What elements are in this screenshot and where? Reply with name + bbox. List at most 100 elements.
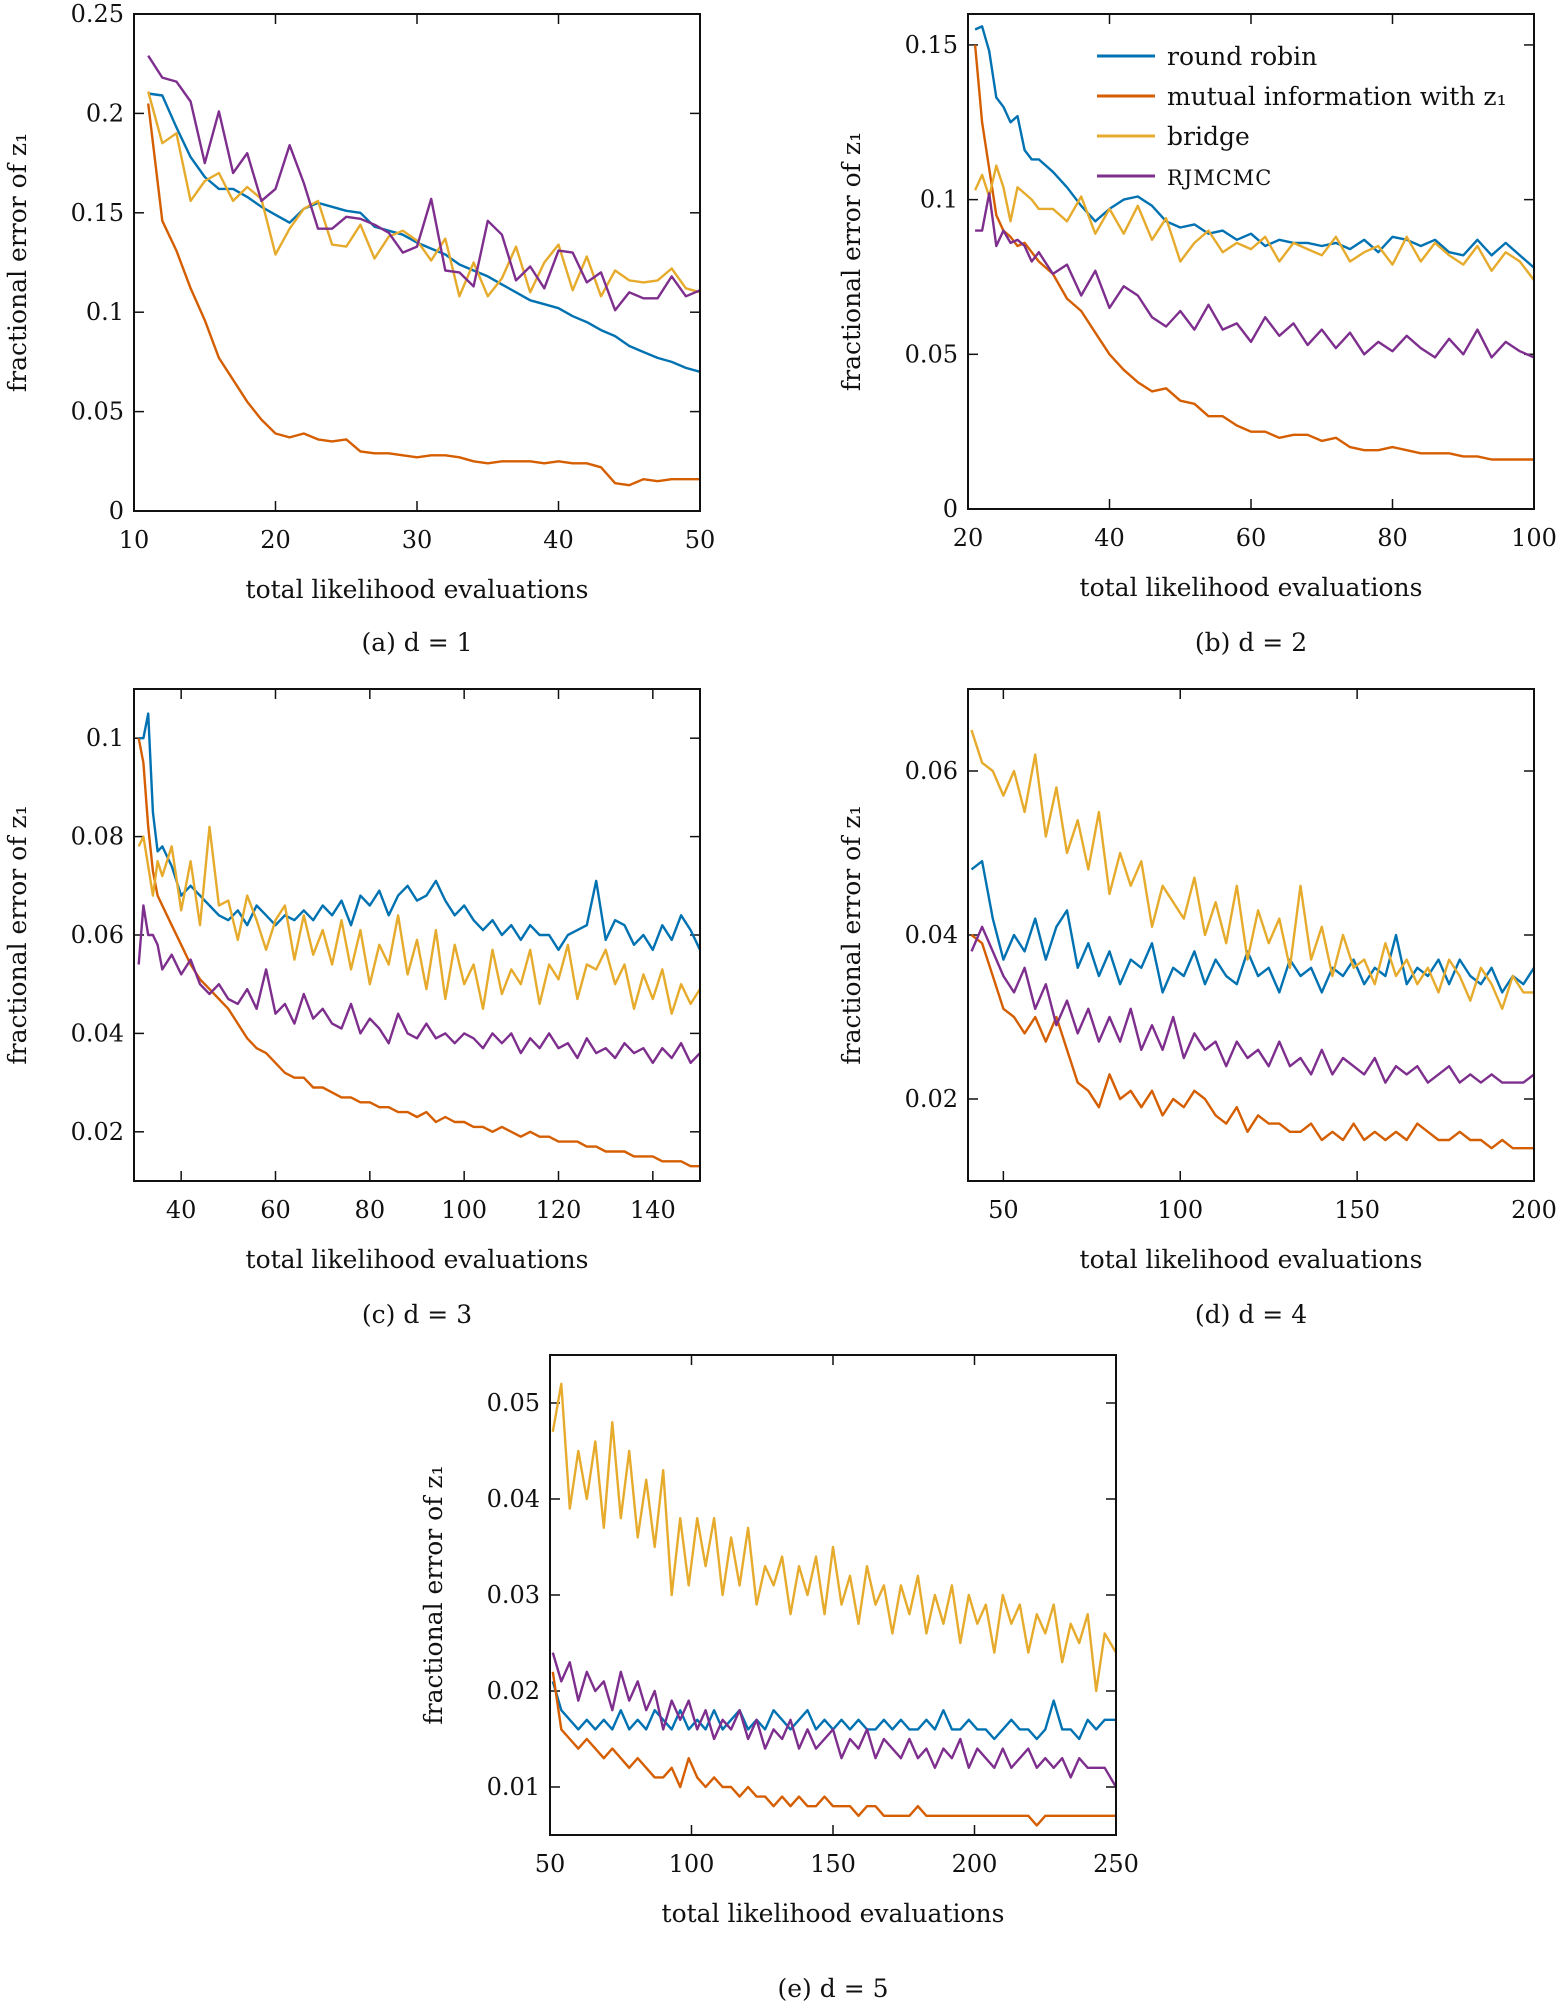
x-tick-label: 40	[166, 1196, 197, 1224]
y-tick-label: 0.02	[487, 1677, 540, 1705]
y-tick-label: 0.04	[487, 1485, 540, 1513]
y-tick-label: 0.1	[920, 186, 958, 214]
chart-panel-5: 50 100 150 200 250 0.01 0.02 0.03 0.04 0.05 total …	[419, 1354, 1139, 2003]
x-tick-label: 150	[1334, 1196, 1380, 1224]
y-axis-label: fractional error of z₁	[3, 805, 32, 1064]
chart-panel-1: 10 20 30 40 50 0 0.05 0.1 0.15 0.2 0.25 total likel…	[3, 0, 715, 657]
x-axis-label: total likelihood evaluations	[246, 575, 589, 604]
plot-frame	[549, 1354, 1117, 1836]
x-tick-label: 150	[810, 1850, 856, 1878]
panel-caption: (c) d = 3	[362, 1300, 472, 1329]
y-tick-label: 0.06	[905, 757, 958, 785]
y-tick-label: 0.1	[86, 724, 124, 752]
chart-panel-4: 50 100 150 200 0.02 0.04 0.06 total likelihood …	[837, 688, 1557, 1329]
legend-label-round-robin: round robin	[1167, 42, 1317, 71]
panel-caption: (a) d = 1	[361, 628, 472, 657]
x-tick-label: 100	[1157, 1196, 1203, 1224]
x-tick-label: 40	[543, 526, 574, 554]
x-tick-label: 20	[260, 526, 291, 554]
y-axis-label: fractional error of z₁	[837, 132, 866, 391]
x-axis-label: total likelihood evaluations	[662, 1899, 1005, 1928]
y-tick-label: 0.15	[71, 199, 124, 227]
series-line-mutual-information	[147, 103, 700, 487]
series-line-rjmcmc	[551, 1652, 1118, 1788]
legend-label-mutual-information: mutual information with z₁	[1167, 82, 1507, 111]
y-axis-label: fractional error of z₁	[419, 1465, 448, 1724]
x-tick-label: 100	[441, 1196, 487, 1224]
series-line-bridge	[970, 729, 1534, 1010]
series-group	[137, 712, 702, 1168]
x-tick-label: 50	[535, 1850, 566, 1878]
x-tick-label: 100	[669, 1850, 715, 1878]
series-line-rjmcmc	[147, 55, 701, 312]
series-group	[970, 729, 1536, 1150]
x-tick-label: 60	[1236, 524, 1267, 552]
y-axis-label: fractional error of z₁	[837, 805, 866, 1064]
panel-caption: (b) d = 2	[1195, 628, 1307, 657]
legend-label-rjmcmc: RJMCMC	[1167, 166, 1272, 190]
series-line-rjmcmc	[137, 904, 701, 1065]
x-tick-label: 50	[988, 1196, 1019, 1224]
x-axis-label: total likelihood evaluations	[1080, 573, 1423, 602]
series-line-rjmcmc	[970, 925, 1535, 1084]
x-tick-label: 200	[952, 1850, 998, 1878]
y-tick-label: 0.08	[71, 823, 124, 851]
chart-panel-2: 20 40 60 80 100 0 0.05 0.1 0.15 total likelihood …	[837, 13, 1557, 657]
series-line-bridge	[974, 164, 1535, 281]
y-tick-label: 0.05	[487, 1389, 540, 1417]
series-line-bridge	[551, 1382, 1118, 1693]
series-line-round-robin	[148, 92, 701, 373]
x-axis-label: total likelihood evaluations	[246, 1245, 589, 1274]
x-tick-label: 40	[1094, 524, 1125, 552]
series-line-round-robin	[970, 860, 1536, 994]
x-tick-label: 20	[953, 524, 984, 552]
x-tick-label: 50	[685, 526, 716, 554]
y-tick-label: 0.05	[71, 398, 124, 426]
x-tick-label: 30	[402, 526, 433, 554]
y-tick-label: 0.25	[71, 0, 124, 28]
plot-frame	[967, 688, 1535, 1182]
chart-panel-3: 40 60 80 100 120 140 0.02 0.04 0.06 0.08 0.1 total …	[3, 688, 702, 1329]
x-tick-label: 100	[1511, 524, 1557, 552]
y-tick-label: 0.15	[905, 31, 958, 59]
x-tick-label: 200	[1511, 1196, 1557, 1224]
series-group	[973, 25, 1535, 461]
x-tick-label: 140	[630, 1196, 676, 1224]
series-group	[551, 1382, 1118, 1827]
y-tick-label: 0.02	[905, 1085, 958, 1113]
legend-label-bridge: bridge	[1167, 122, 1250, 151]
y-tick-label: 0.03	[487, 1581, 540, 1609]
x-tick-label: 120	[536, 1196, 582, 1224]
x-tick-label: 80	[355, 1196, 386, 1224]
x-axis-label: total likelihood evaluations	[1080, 1245, 1423, 1274]
y-tick-label: 0.02	[71, 1118, 124, 1146]
x-tick-label: 80	[1377, 524, 1408, 552]
series-line-mutual-information	[551, 1671, 1116, 1827]
y-tick-label: 0	[943, 495, 958, 523]
panel-caption: (d) d = 4	[1195, 1300, 1307, 1329]
y-tick-label: 0.04	[905, 921, 958, 949]
series-line-rjmcmc	[975, 192, 1535, 359]
series-line-round-robin	[138, 712, 702, 951]
x-tick-label: 10	[119, 526, 150, 554]
series-line-bridge	[147, 91, 701, 298]
plot-frame	[967, 13, 1535, 510]
series-line-mutual-information	[973, 44, 1534, 461]
y-axis-label: fractional error of z₁	[3, 133, 32, 392]
x-tick-label: 250	[1093, 1850, 1139, 1878]
series-line-bridge	[137, 825, 702, 1015]
series-group	[147, 55, 701, 487]
y-tick-label: 0	[109, 497, 124, 525]
y-tick-label: 0.04	[71, 1019, 124, 1047]
y-tick-label: 0.01	[487, 1773, 540, 1801]
y-tick-label: 0.05	[905, 340, 958, 368]
panel-caption: (e) d = 5	[778, 1974, 889, 2003]
y-tick-label: 0.06	[71, 921, 124, 949]
x-tick-label: 60	[260, 1196, 291, 1224]
y-tick-label: 0.2	[86, 99, 124, 127]
y-tick-label: 0.1	[86, 298, 124, 326]
legend: round robin mutual information with z₁ bri…	[1097, 42, 1507, 190]
series-line-mutual-information	[970, 934, 1534, 1150]
series-line-round-robin	[974, 25, 1535, 269]
